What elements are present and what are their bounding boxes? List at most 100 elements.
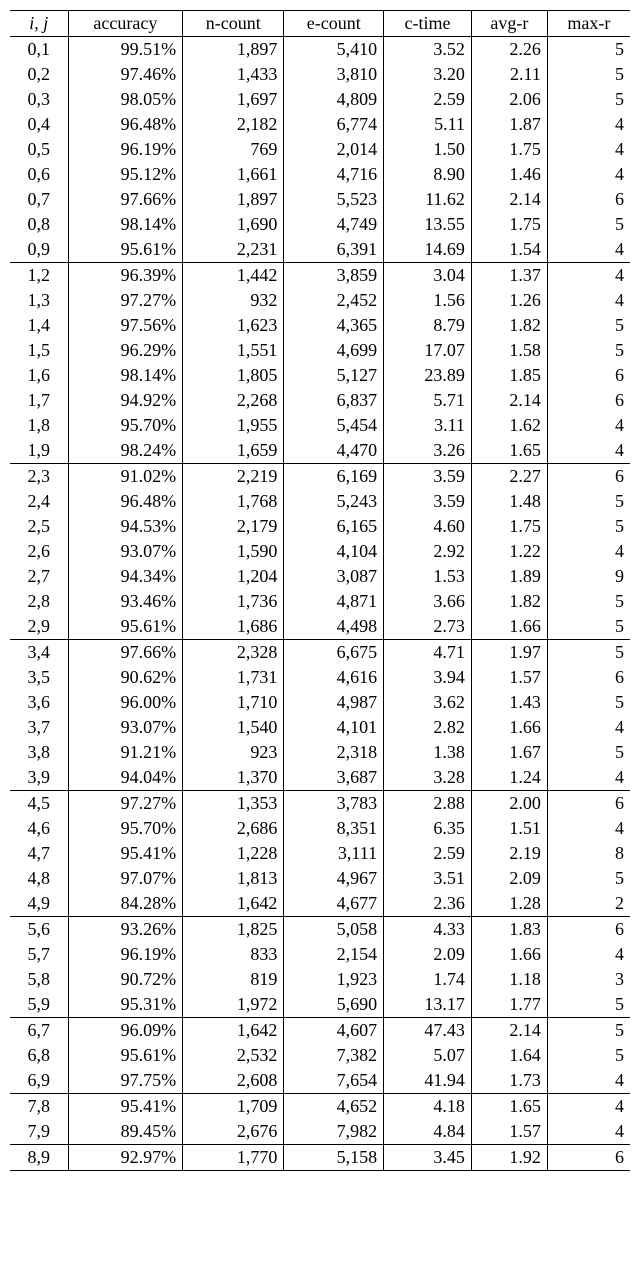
cell-ij: 4,5	[10, 791, 68, 817]
table-row: 3,994.04%1,3703,6873.281.244	[10, 765, 630, 791]
cell-ncount: 2,268	[183, 388, 284, 413]
cell-ij: 8,9	[10, 1145, 68, 1171]
cell-ctime: 3.28	[384, 765, 472, 791]
cell-ctime: 3.51	[384, 866, 472, 891]
cell-ncount: 2,532	[183, 1043, 284, 1068]
cell-ij: 0,1	[10, 37, 68, 63]
cell-maxr: 6	[547, 187, 630, 212]
cell-ecount: 5,127	[284, 363, 384, 388]
cell-accuracy: 96.29%	[68, 338, 183, 363]
cell-avgr: 1.24	[471, 765, 547, 791]
cell-avgr: 1.75	[471, 212, 547, 237]
cell-ecount: 8,351	[284, 816, 384, 841]
cell-accuracy: 94.92%	[68, 388, 183, 413]
cell-ij: 2,3	[10, 464, 68, 490]
table-row: 5,693.26%1,8255,0584.331.836	[10, 917, 630, 943]
cell-maxr: 5	[547, 62, 630, 87]
cell-ecount: 4,365	[284, 313, 384, 338]
table-row: 1,698.14%1,8055,12723.891.856	[10, 363, 630, 388]
cell-maxr: 5	[547, 589, 630, 614]
cell-ecount: 3,783	[284, 791, 384, 817]
cell-ctime: 2.09	[384, 942, 472, 967]
cell-avgr: 1.67	[471, 740, 547, 765]
cell-ctime: 4.84	[384, 1119, 472, 1145]
cell-accuracy: 96.48%	[68, 112, 183, 137]
cell-ctime: 2.92	[384, 539, 472, 564]
cell-accuracy: 95.41%	[68, 841, 183, 866]
cell-avgr: 1.66	[471, 614, 547, 640]
table-row: 6,997.75%2,6087,65441.941.734	[10, 1068, 630, 1094]
cell-maxr: 6	[547, 791, 630, 817]
cell-ncount: 1,623	[183, 313, 284, 338]
cell-maxr: 4	[547, 288, 630, 313]
table-row: 2,496.48%1,7685,2433.591.485	[10, 489, 630, 514]
cell-accuracy: 95.12%	[68, 162, 183, 187]
cell-avgr: 1.28	[471, 891, 547, 917]
cell-ctime: 13.17	[384, 992, 472, 1018]
cell-ctime: 2.36	[384, 891, 472, 917]
cell-ncount: 1,228	[183, 841, 284, 866]
cell-ctime: 3.52	[384, 37, 472, 63]
cell-ncount: 1,353	[183, 791, 284, 817]
cell-avgr: 1.97	[471, 640, 547, 666]
cell-accuracy: 97.46%	[68, 62, 183, 87]
cell-ctime: 3.11	[384, 413, 472, 438]
cell-ecount: 4,616	[284, 665, 384, 690]
cell-maxr: 6	[547, 665, 630, 690]
cell-avgr: 1.82	[471, 589, 547, 614]
table-row: 2,794.34%1,2043,0871.531.899	[10, 564, 630, 589]
cell-accuracy: 97.56%	[68, 313, 183, 338]
cell-avgr: 1.82	[471, 313, 547, 338]
cell-ecount: 5,158	[284, 1145, 384, 1171]
cell-ctime: 5.71	[384, 388, 472, 413]
cell-ecount: 3,859	[284, 263, 384, 289]
table-row: 4,897.07%1,8134,9673.512.095	[10, 866, 630, 891]
cell-ncount: 1,697	[183, 87, 284, 112]
cell-ecount: 4,607	[284, 1018, 384, 1044]
cell-avgr: 1.62	[471, 413, 547, 438]
table-row: 0,496.48%2,1826,7745.111.874	[10, 112, 630, 137]
cell-accuracy: 89.45%	[68, 1119, 183, 1145]
cell-maxr: 4	[547, 237, 630, 263]
table-row: 1,895.70%1,9555,4543.111.624	[10, 413, 630, 438]
cell-maxr: 5	[547, 866, 630, 891]
cell-avgr: 1.54	[471, 237, 547, 263]
cell-accuracy: 93.46%	[68, 589, 183, 614]
cell-avgr: 1.87	[471, 112, 547, 137]
cell-ecount: 2,014	[284, 137, 384, 162]
cell-ncount: 2,219	[183, 464, 284, 490]
cell-ctime: 1.74	[384, 967, 472, 992]
table-row: 1,296.39%1,4423,8593.041.374	[10, 263, 630, 289]
table-row: 1,794.92%2,2686,8375.712.146	[10, 388, 630, 413]
cell-ecount: 4,470	[284, 438, 384, 464]
cell-ecount: 5,690	[284, 992, 384, 1018]
cell-ncount: 1,642	[183, 891, 284, 917]
cell-maxr: 4	[547, 1119, 630, 1145]
cell-accuracy: 95.61%	[68, 1043, 183, 1068]
cell-ncount: 1,731	[183, 665, 284, 690]
cell-maxr: 5	[547, 992, 630, 1018]
cell-ecount: 4,749	[284, 212, 384, 237]
cell-avgr: 2.00	[471, 791, 547, 817]
cell-accuracy: 97.27%	[68, 288, 183, 313]
cell-ncount: 1,370	[183, 765, 284, 791]
cell-ij: 1,7	[10, 388, 68, 413]
cell-maxr: 5	[547, 87, 630, 112]
cell-ecount: 5,410	[284, 37, 384, 63]
cell-ctime: 3.94	[384, 665, 472, 690]
cell-accuracy: 98.24%	[68, 438, 183, 464]
cell-accuracy: 95.61%	[68, 237, 183, 263]
cell-ecount: 5,058	[284, 917, 384, 943]
cell-accuracy: 94.34%	[68, 564, 183, 589]
cell-ctime: 8.90	[384, 162, 472, 187]
table-row: 1,497.56%1,6234,3658.791.825	[10, 313, 630, 338]
cell-ctime: 41.94	[384, 1068, 472, 1094]
cell-ij: 1,6	[10, 363, 68, 388]
cell-ncount: 923	[183, 740, 284, 765]
cell-ncount: 1,590	[183, 539, 284, 564]
cell-ecount: 6,675	[284, 640, 384, 666]
cell-ij: 2,9	[10, 614, 68, 640]
cell-ecount: 3,111	[284, 841, 384, 866]
cell-ecount: 2,318	[284, 740, 384, 765]
cell-accuracy: 98.14%	[68, 363, 183, 388]
